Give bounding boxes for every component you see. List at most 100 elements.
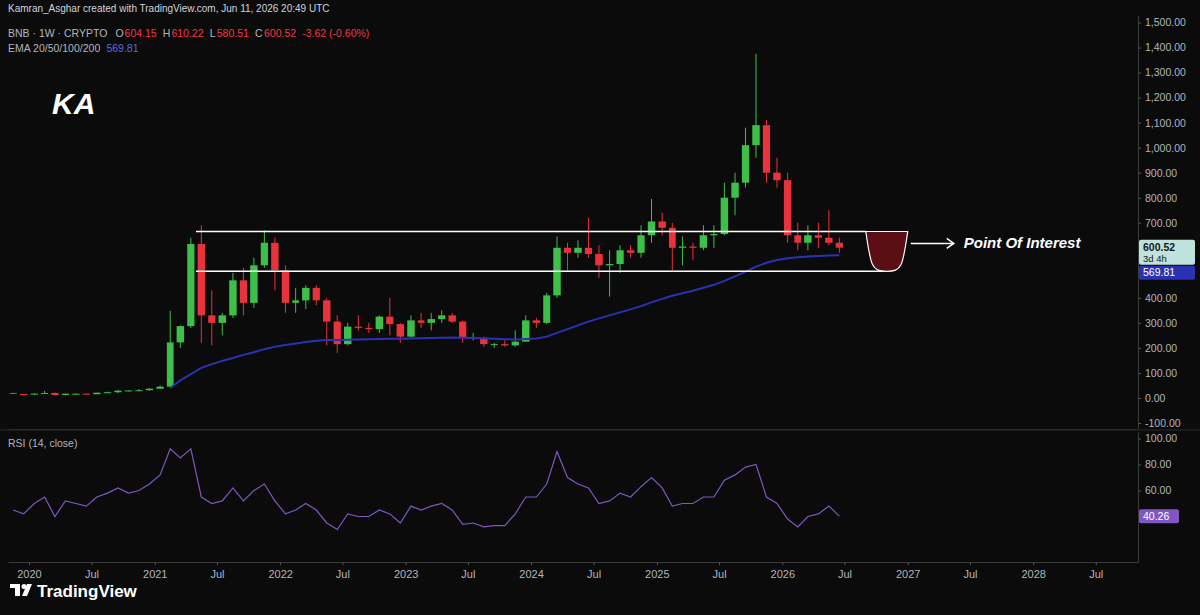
rsi-plot bbox=[13, 449, 839, 530]
candle-body bbox=[585, 248, 592, 254]
tick-mark bbox=[280, 562, 281, 565]
tick: 900.00 bbox=[1138, 167, 1177, 179]
candle-body bbox=[292, 300, 299, 303]
candle-body bbox=[710, 234, 717, 235]
tick-mark bbox=[1138, 48, 1141, 49]
tick-label: 1,200.00 bbox=[1145, 91, 1186, 103]
candle-body bbox=[114, 391, 121, 393]
tick-mark bbox=[657, 562, 658, 565]
candle-body bbox=[62, 394, 69, 395]
tick-label: 2021 bbox=[143, 568, 167, 580]
candle-body bbox=[72, 394, 79, 395]
tick: 2020 bbox=[17, 562, 41, 580]
tick: Jul bbox=[85, 562, 99, 580]
footer-logo bbox=[10, 584, 32, 596]
tick: Jul bbox=[713, 562, 727, 580]
candle-body bbox=[177, 326, 184, 342]
price-tag-label: 600.52 bbox=[1143, 241, 1175, 253]
tick-mark bbox=[1138, 323, 1141, 324]
rsi-tag-label: 40.26 bbox=[1143, 510, 1169, 522]
tick: Jul bbox=[963, 562, 977, 580]
tick: 60.00 bbox=[1138, 484, 1171, 496]
tick-mark bbox=[908, 562, 909, 565]
ohlc-letter: O bbox=[115, 27, 123, 39]
tick: 2027 bbox=[896, 562, 920, 580]
candle-body bbox=[261, 243, 268, 266]
logo: KA bbox=[52, 87, 95, 120]
candle-body bbox=[669, 228, 676, 248]
tick: 1,000.00 bbox=[1138, 142, 1186, 154]
tick-mark bbox=[594, 562, 595, 565]
candle-body bbox=[574, 248, 581, 253]
tick: 800.00 bbox=[1138, 192, 1177, 204]
tick-mark bbox=[1138, 23, 1141, 24]
candle-body bbox=[83, 394, 90, 395]
zone bbox=[866, 232, 908, 272]
candle-body bbox=[104, 392, 111, 393]
background bbox=[0, 0, 1200, 615]
candle-wick bbox=[504, 340, 505, 346]
ohlc-value: 580.51 bbox=[217, 27, 249, 39]
candle-body bbox=[418, 320, 425, 323]
tick-mark bbox=[1138, 491, 1141, 492]
candle-body bbox=[397, 324, 404, 337]
candle-body bbox=[804, 235, 811, 243]
tick: 2025 bbox=[645, 562, 669, 580]
candle-body bbox=[658, 222, 665, 228]
y-axis: -100.000.00100.00200.00300.00400.00700.0… bbox=[1138, 16, 1186, 429]
ema-tag-label: 569.81 bbox=[1143, 266, 1175, 278]
candle-body bbox=[689, 247, 696, 248]
footer: TradingView bbox=[37, 582, 138, 601]
tick-label: 900.00 bbox=[1145, 167, 1177, 179]
candle-body bbox=[219, 315, 226, 323]
tick-label: Jul bbox=[461, 568, 475, 580]
tick-mark bbox=[1033, 562, 1034, 565]
tick: 1,400.00 bbox=[1138, 41, 1186, 53]
pane-separator bbox=[0, 430, 1200, 431]
candle-body bbox=[595, 254, 602, 265]
level-line bbox=[196, 231, 866, 233]
candle-body bbox=[282, 270, 289, 303]
tick-mark bbox=[217, 562, 218, 565]
tick-mark bbox=[1138, 198, 1141, 199]
candle-body bbox=[438, 315, 445, 319]
tick-label: Jul bbox=[210, 568, 224, 580]
tick: 100.00 bbox=[1138, 367, 1177, 379]
candle-body bbox=[41, 393, 48, 394]
ohlc-letter: L bbox=[210, 27, 216, 39]
tick-label: 400.00 bbox=[1145, 292, 1177, 304]
ohlc-value: 604.15 bbox=[125, 27, 157, 39]
tick-label: 1,100.00 bbox=[1145, 116, 1186, 128]
candle-body bbox=[376, 317, 383, 330]
tick-label: Jul bbox=[85, 568, 99, 580]
tick-mark bbox=[531, 562, 532, 565]
tick-mark bbox=[1138, 373, 1141, 374]
candle-body bbox=[187, 244, 194, 326]
arrow-head bbox=[947, 238, 954, 248]
tick-label: 1,000.00 bbox=[1145, 142, 1186, 154]
tick-mark bbox=[1096, 562, 1097, 565]
price-tag bbox=[1139, 240, 1195, 265]
tick: 2026 bbox=[771, 562, 795, 580]
logo-shape bbox=[22, 584, 32, 596]
candle-body bbox=[386, 317, 393, 325]
candle-body bbox=[146, 389, 153, 391]
candle-body bbox=[501, 344, 508, 345]
tick-label: 60.00 bbox=[1145, 484, 1171, 496]
tick: 700.00 bbox=[1138, 217, 1177, 229]
rsi-title: RSI (14, close) bbox=[8, 437, 77, 449]
candle-wick bbox=[567, 243, 568, 271]
tick-mark bbox=[92, 562, 93, 565]
zone-label: Point Of Interest bbox=[964, 234, 1082, 251]
tick-label: Jul bbox=[336, 568, 350, 580]
ema-tag bbox=[1139, 266, 1195, 280]
candle-body bbox=[679, 247, 686, 248]
candle-body bbox=[564, 248, 571, 253]
level-line bbox=[196, 271, 887, 273]
candle-body bbox=[459, 322, 466, 338]
tick: 100.00 bbox=[1138, 432, 1177, 444]
price-tag-countdown: 3d 4h bbox=[1143, 253, 1167, 264]
tick: 2028 bbox=[1021, 562, 1045, 580]
ema-line bbox=[170, 255, 839, 388]
candle-body bbox=[167, 342, 174, 386]
